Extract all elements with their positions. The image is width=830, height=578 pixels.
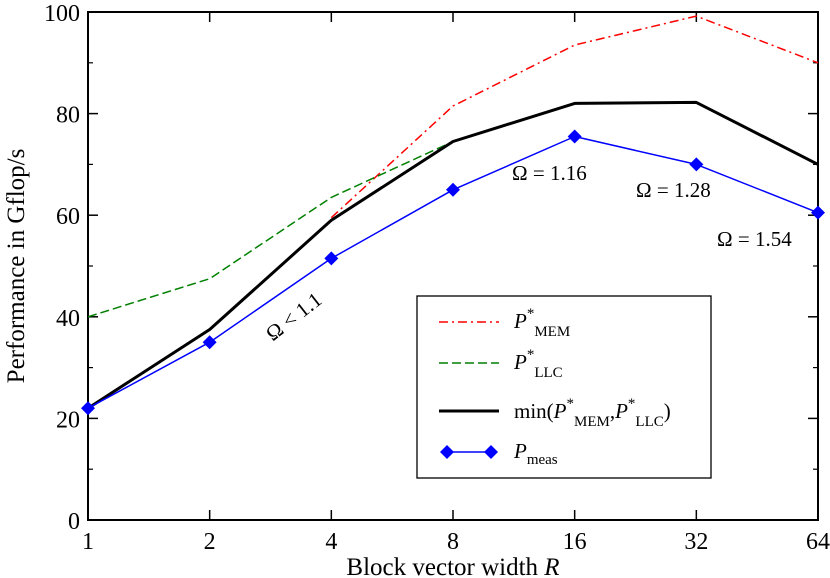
legend-marker-meas-left bbox=[440, 445, 454, 459]
series-line-min bbox=[87, 100, 819, 410]
data-point-meas bbox=[324, 251, 339, 266]
x-axis-ticks: 1 2 4 8 16 32 64 bbox=[82, 12, 830, 555]
legend-marker-meas-right bbox=[484, 445, 498, 459]
x-tick-label: 64 bbox=[806, 529, 830, 555]
y-axis-ticks: 0 20 40 60 80 100 bbox=[44, 1, 818, 535]
x-tick-label: 32 bbox=[684, 529, 708, 555]
legend-label-mem: P*MEM bbox=[513, 306, 570, 340]
annotation-omega-1-28: Ω = 1.28 bbox=[636, 178, 711, 202]
data-point-meas bbox=[811, 205, 825, 220]
data-point-meas bbox=[81, 401, 95, 416]
annotation-omega-1-54: Ω = 1.54 bbox=[717, 227, 792, 251]
data-point-meas bbox=[202, 335, 217, 350]
data-point-meas bbox=[689, 157, 704, 172]
series-layer bbox=[81, 15, 825, 416]
legend: P*MEM P*LLC min(P*MEM,P*LLC) Pmeas bbox=[416, 295, 712, 479]
x-tick-label: 1 bbox=[82, 529, 94, 555]
legend-label-llc: P*LLC bbox=[513, 347, 563, 381]
y-tick-label: 80 bbox=[56, 103, 80, 129]
x-axis-label: Block vector width R bbox=[346, 554, 559, 578]
legend-box bbox=[416, 295, 712, 479]
series-line-mem bbox=[330, 15, 819, 219]
y-tick-label: 40 bbox=[56, 306, 80, 332]
y-tick-label: 100 bbox=[44, 1, 80, 27]
series-line-llc bbox=[87, 140, 454, 318]
x-tick-label: 8 bbox=[447, 529, 459, 555]
data-point-meas bbox=[567, 129, 582, 144]
annotation-omega-lt-1-1: Ω < 1.1 bbox=[261, 287, 326, 345]
annotation-omega-1-16: Ω = 1.16 bbox=[512, 161, 587, 185]
x-tick-label: 2 bbox=[204, 529, 216, 555]
y-axis-label: Performance in Gflop/s bbox=[3, 149, 30, 384]
x-tick-label: 4 bbox=[325, 529, 337, 555]
y-tick-label: 20 bbox=[56, 407, 80, 433]
legend-label-meas: Pmeas bbox=[513, 439, 558, 468]
y-tick-label: 60 bbox=[56, 204, 80, 230]
y-tick-label: 0 bbox=[68, 509, 80, 535]
legend-label-min: min(P*MEM,P*LLC) bbox=[514, 396, 671, 430]
data-point-meas bbox=[446, 182, 460, 197]
x-tick-label: 16 bbox=[563, 529, 587, 555]
